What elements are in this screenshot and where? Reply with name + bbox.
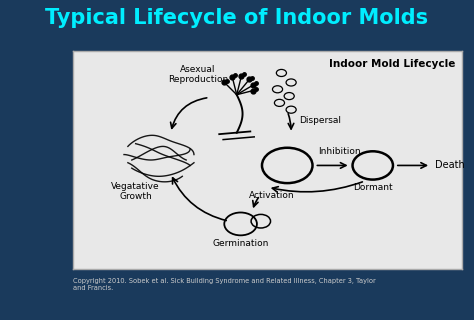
Text: Indoor Mold Lifecycle: Indoor Mold Lifecycle [329, 59, 456, 69]
Text: Dispersal: Dispersal [299, 116, 341, 125]
Text: Death: Death [435, 160, 465, 171]
Text: Vegatative
Growth: Vegatative Growth [111, 182, 160, 201]
Text: Activation: Activation [249, 191, 294, 200]
Text: Dormant: Dormant [353, 183, 392, 192]
Text: Copyright 2010. Sobek et al. Sick Building Syndrome and Related Illness, Chapter: Copyright 2010. Sobek et al. Sick Buildi… [73, 278, 376, 292]
Text: Asexual
Reproduction: Asexual Reproduction [168, 65, 228, 84]
Text: Typical Lifecycle of Indoor Molds: Typical Lifecycle of Indoor Molds [46, 8, 428, 28]
Text: Inhibition: Inhibition [319, 147, 361, 156]
Text: Germination: Germination [212, 239, 269, 248]
